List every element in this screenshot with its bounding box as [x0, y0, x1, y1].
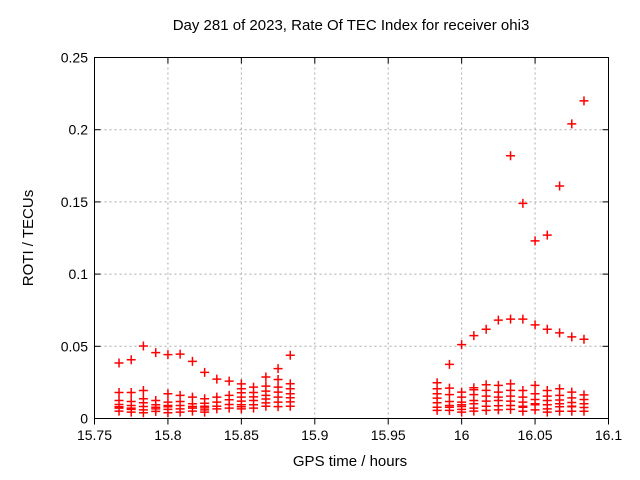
- data-point-column: [236, 379, 246, 414]
- x-tick-label: 15.8: [154, 427, 181, 443]
- y-tick-label: 0.15: [61, 194, 88, 210]
- data-point-column: [163, 350, 173, 418]
- x-tick-label: 15.95: [371, 427, 406, 443]
- data-point-column: [175, 349, 185, 417]
- x-axis-label: GPS time / hours: [293, 453, 407, 470]
- y-tick-label: 0.1: [69, 266, 89, 282]
- data-point-column: [261, 372, 271, 411]
- x-tick-label: 16: [454, 427, 470, 443]
- data-point-column: [555, 181, 565, 416]
- tick-label-layer: 15.75 15.8 15.85 15.9 15.95 16 16.05 16.1 0 0.05 0…: [61, 50, 623, 444]
- grid-layer: [94, 57, 609, 419]
- data-point-column: [432, 378, 442, 415]
- data-point-column: [493, 315, 503, 415]
- data-point-column: [126, 355, 136, 417]
- data-point-column: [518, 198, 528, 416]
- x-tick-label: 15.9: [301, 427, 328, 443]
- data-point-column: [530, 236, 540, 415]
- x-tick-label: 15.85: [224, 427, 259, 443]
- y-tick-label: 0.05: [61, 338, 88, 354]
- data-point-column: [444, 359, 454, 415]
- data-point-column: [200, 367, 210, 417]
- data-point-column: [273, 364, 283, 412]
- data-point-column: [224, 376, 234, 413]
- plot-border: [94, 57, 609, 419]
- data-point-column: [457, 340, 467, 417]
- data-point-column: [579, 96, 589, 416]
- data-point-column: [138, 341, 148, 418]
- tick-layer: [94, 57, 609, 425]
- data-point-column: [481, 324, 491, 415]
- data-point-column: [151, 348, 161, 416]
- chart-title: Day 281 of 2023, Rate Of TEC Index for r…: [173, 17, 530, 34]
- x-tick-label: 16.1: [595, 427, 622, 443]
- data-point-layer: [114, 96, 589, 418]
- data-point-column: [567, 119, 577, 416]
- x-tick-label: 16.05: [518, 427, 553, 443]
- data-point-column: [469, 331, 479, 416]
- x-tick-label: 15.75: [77, 427, 112, 443]
- series-roti: [114, 96, 589, 418]
- data-point-column: [187, 356, 197, 416]
- y-axis-label: ROTI / TECUs: [20, 190, 37, 286]
- data-point-column: [249, 382, 259, 413]
- y-tick-label: 0.25: [61, 50, 88, 66]
- data-point-column: [285, 350, 295, 411]
- data-point-column: [542, 230, 552, 417]
- y-tick-label: 0.2: [69, 122, 89, 138]
- data-point-column: [212, 374, 222, 414]
- data-point-column: [114, 358, 124, 416]
- y-tick-label: 0: [80, 411, 88, 427]
- data-point-column: [506, 151, 516, 414]
